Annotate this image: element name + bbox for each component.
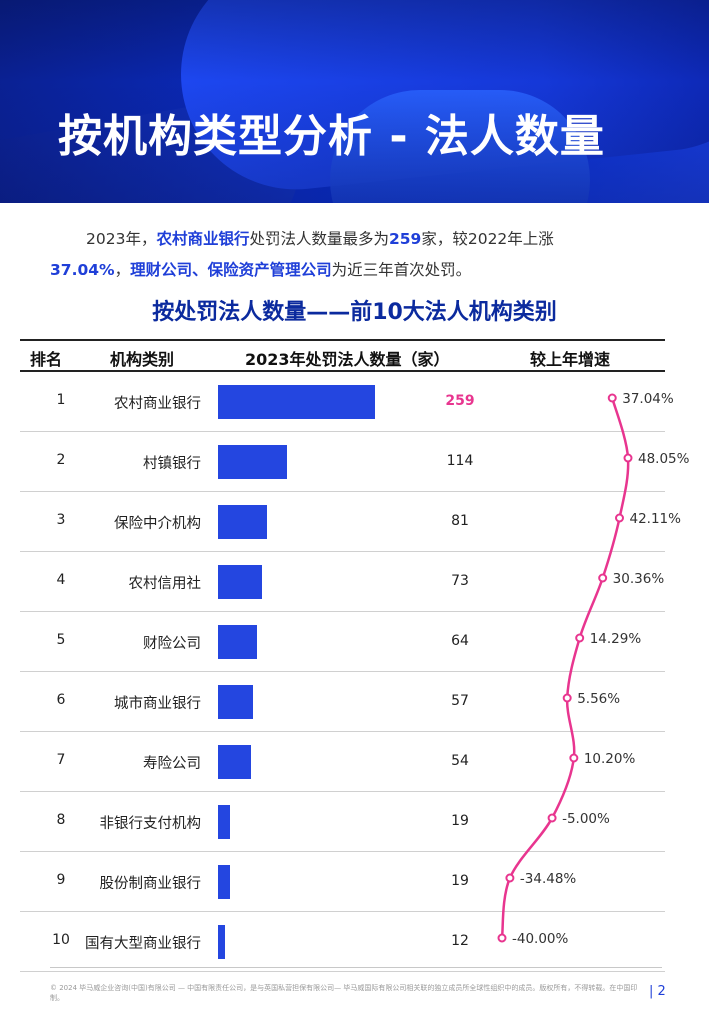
intro-highlight: 37.04%: [50, 261, 115, 279]
category-cell: 非银行支付机构: [99, 816, 202, 832]
intro-text: ，: [114, 261, 131, 279]
footer-divider: [50, 967, 662, 968]
table-row: 6 城市商业银行 57: [20, 672, 665, 732]
category-cell: 寿险公司: [143, 756, 201, 772]
banner-decor-shape: [330, 90, 590, 203]
growth-point: [505, 873, 515, 883]
rank-cell: 2: [56, 452, 66, 468]
category-cell: 保险中介机构: [114, 516, 201, 532]
category-cell: 国有大型商业银行: [85, 936, 201, 952]
intro-text: 家，较2022年上涨: [421, 230, 554, 248]
rank-cell: 7: [56, 752, 66, 768]
rank-cell: 1: [56, 392, 66, 408]
count-value: 73: [451, 573, 469, 589]
growth-point: [497, 933, 507, 943]
growth-label: -5.00%: [562, 811, 610, 827]
growth-label: 10.20%: [584, 751, 636, 767]
count-value: 64: [451, 633, 469, 649]
rank-cell: 6: [56, 692, 66, 708]
growth-point: [569, 753, 579, 763]
header-growth: 较上年增速: [530, 350, 611, 369]
category-cell: 股份制商业银行: [99, 876, 202, 892]
table-row: 5 财险公司 64: [20, 612, 665, 672]
growth-point: [623, 453, 633, 463]
growth-label: 14.29%: [590, 631, 642, 647]
count-bar: [218, 685, 253, 719]
growth-point: [598, 573, 608, 583]
count-bar: [218, 445, 288, 479]
count-bar: [218, 865, 230, 899]
growth-label: -34.48%: [520, 871, 577, 887]
rank-cell: 8: [56, 812, 66, 828]
growth-point: [614, 513, 624, 523]
count-value: 54: [451, 753, 469, 769]
growth-point: [547, 813, 557, 823]
count-bar: [218, 565, 263, 599]
table-row: 7 寿险公司 54: [20, 732, 665, 792]
footer-disclaimer: © 2024 毕马威企业咨询(中国)有限公司 — 中国有限责任公司，是与英国私营…: [50, 984, 638, 1002]
growth-label: 5.56%: [577, 691, 620, 707]
count-bar: [218, 925, 226, 959]
rank-cell: 5: [56, 632, 66, 648]
header-rank: 排名: [30, 350, 63, 369]
growth-point: [562, 693, 572, 703]
growth-label: 42.11%: [629, 511, 681, 527]
count-bar: [218, 505, 268, 539]
header-banner: 按机构类型分析 - 法人数量: [0, 0, 709, 203]
rank-cell: 4: [56, 572, 66, 588]
header-count: 2023年处罚法人数量（家）: [245, 350, 450, 369]
banner-shade: [0, 0, 709, 203]
intro-highlight: 理财公司、保险资产管理公司: [130, 261, 332, 279]
rank-cell: 10: [52, 932, 70, 948]
page-number: | 2: [649, 984, 666, 999]
table-row: 2 村镇银行 114: [20, 432, 665, 492]
growth-label: 48.05%: [638, 451, 690, 467]
table-row: 1 农村商业银行 259: [20, 372, 665, 432]
category-cell: 城市商业银行: [114, 696, 201, 712]
intro-paragraph: 2023年，农村商业银行处罚法人数量最多为259家，较2022年上涨 37.04…: [50, 224, 670, 286]
intro-text: 2023年，: [86, 230, 157, 248]
count-value: 81: [451, 513, 469, 529]
intro-text: 为近三年首次处罚。: [331, 261, 472, 279]
table-row: 8 非银行支付机构 19: [20, 792, 665, 852]
chart-title: 按处罚法人数量——前10大法人机构类别: [152, 300, 557, 325]
table-row: 9 股份制商业银行 19: [20, 852, 665, 912]
growth-label: 30.36%: [613, 571, 665, 587]
count-value: 19: [451, 813, 469, 829]
count-bar: [218, 625, 257, 659]
growth-point: [575, 633, 585, 643]
intro-highlight: 农村商业银行: [156, 230, 250, 248]
category-cell: 村镇银行: [143, 456, 201, 472]
count-value: 19: [451, 873, 469, 889]
count-bar: [218, 805, 230, 839]
growth-point: [607, 393, 617, 403]
count-value: 12: [451, 933, 469, 949]
count-bar: [218, 385, 375, 419]
count-value: 114: [446, 453, 474, 469]
intro-text: 处罚法人数量最多为: [249, 230, 389, 248]
intro-highlight: 259: [388, 230, 422, 248]
category-cell: 农村商业银行: [114, 396, 201, 412]
category-cell: 财险公司: [143, 636, 201, 652]
table-row: 3 保险中介机构 81: [20, 492, 665, 552]
count-bar: [218, 745, 251, 779]
growth-line: [500, 397, 630, 939]
rank-cell: 3: [56, 512, 66, 528]
table-row: 4 农村信用社 73: [20, 552, 665, 612]
rank-cell: 9: [56, 872, 66, 888]
table-header: 排名 机构类别 2023年处罚法人数量（家） 较上年增速: [20, 339, 665, 372]
count-value: 57: [451, 693, 469, 709]
growth-label: -40.00%: [512, 931, 569, 947]
category-cell: 农村信用社: [128, 576, 202, 592]
count-value: 259: [445, 393, 475, 409]
header-category: 机构类别: [110, 350, 175, 369]
growth-label: 37.04%: [622, 391, 674, 407]
page-title: 按机构类型分析 - 法人数量: [58, 111, 605, 162]
table-row: 10 国有大型商业银行 12: [20, 912, 665, 972]
